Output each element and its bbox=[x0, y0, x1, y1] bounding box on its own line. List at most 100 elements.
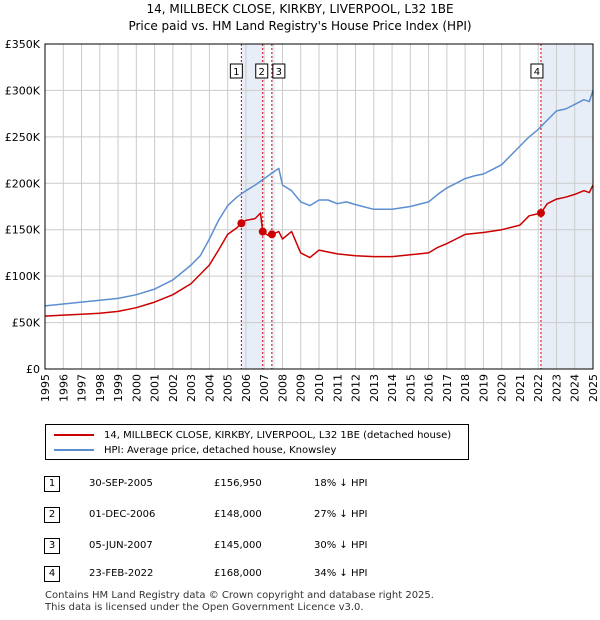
transaction-price: £156,950 bbox=[214, 478, 262, 489]
x-tick-label: 2017 bbox=[441, 374, 454, 402]
transaction-row: 1 30-SEP-2005 £156,950 18% ↓ HPI bbox=[0, 476, 600, 494]
sale-marker-dot bbox=[258, 227, 267, 236]
x-tick-label: 2002 bbox=[167, 374, 180, 402]
marker-label: 1 bbox=[229, 63, 243, 79]
x-tick-label: 2009 bbox=[295, 374, 308, 402]
x-tick-label: 2016 bbox=[423, 374, 436, 402]
transaction-number: 2 bbox=[44, 507, 60, 523]
transaction-row: 4 23-FEB-2022 £168,000 34% ↓ HPI bbox=[0, 566, 600, 584]
sale-marker-dot bbox=[536, 209, 545, 217]
transaction-hpi-diff: 30% ↓ HPI bbox=[314, 540, 368, 551]
transaction-hpi-diff: 27% ↓ HPI bbox=[314, 509, 368, 520]
chart-title: 14, MILLBECK CLOSE, KIRKBY, LIVERPOOL, L… bbox=[146, 2, 454, 16]
transaction-hpi-diff: 34% ↓ HPI bbox=[314, 568, 368, 579]
series-lines bbox=[44, 90, 594, 317]
transaction-date: 23-FEB-2022 bbox=[89, 568, 154, 579]
marker-lines bbox=[240, 44, 542, 369]
transaction-hpi-diff: 18% ↓ HPI bbox=[314, 478, 368, 489]
marker-label-box bbox=[272, 63, 286, 79]
legend-swatch-property bbox=[54, 434, 94, 436]
legend-item-hpi: HPI: Average price, detached house, Know… bbox=[54, 443, 336, 457]
transaction-date: 01-DEC-2006 bbox=[89, 509, 156, 520]
x-tick-label: 2003 bbox=[185, 374, 198, 402]
x-tick-label: 2014 bbox=[386, 374, 399, 402]
legend-label-hpi: HPI: Average price, detached house, Know… bbox=[104, 444, 337, 456]
y-tick-label: £150K bbox=[5, 224, 41, 237]
x-tick-label: 1995 bbox=[39, 374, 52, 402]
x-tick-label: 2022 bbox=[532, 374, 545, 402]
sale-marker-dot bbox=[237, 219, 246, 228]
x-tick-label: 1996 bbox=[57, 374, 70, 402]
transaction-row: 2 01-DEC-2006 £148,000 27% ↓ HPI bbox=[0, 507, 600, 525]
marker-label-text: 2 bbox=[259, 67, 265, 78]
transaction-number: 3 bbox=[44, 538, 60, 554]
marker-label-text: 1 bbox=[233, 67, 239, 78]
y-tick-label: £300K bbox=[5, 84, 41, 97]
marker-label-text: 4 bbox=[534, 67, 540, 78]
marker-label: 2 bbox=[255, 63, 269, 79]
legend-label-property: 14, MILLBECK CLOSE, KIRKBY, LIVERPOOL, L… bbox=[104, 429, 452, 441]
footer-licence: This data is licensed under the Open Gov… bbox=[45, 602, 364, 613]
transaction-number: 4 bbox=[44, 566, 60, 582]
x-tick-label: 2007 bbox=[258, 374, 271, 402]
marker-label-box bbox=[255, 63, 269, 79]
x-tick-label: 2015 bbox=[404, 374, 417, 402]
legend-item-property: 14, MILLBECK CLOSE, KIRKBY, LIVERPOOL, L… bbox=[54, 428, 451, 442]
sale-marker-dot bbox=[267, 230, 276, 239]
shaded-range bbox=[540, 44, 593, 369]
gridlines bbox=[44, 43, 594, 370]
marker-label-box bbox=[229, 63, 243, 79]
y-tick-label: £200K bbox=[5, 177, 41, 190]
legend-swatch-hpi bbox=[54, 449, 94, 451]
y-tick-label: £0 bbox=[26, 363, 40, 376]
shaded-range bbox=[271, 44, 275, 369]
transaction-price: £148,000 bbox=[214, 509, 262, 520]
x-tick-label: 2011 bbox=[331, 374, 344, 402]
x-tick-label: 2013 bbox=[368, 374, 381, 402]
x-tick-label: 2000 bbox=[130, 374, 143, 402]
x-tick-label: 2005 bbox=[222, 374, 235, 402]
footer-copyright: Contains HM Land Registry data © Crown c… bbox=[45, 590, 434, 601]
x-tick-label: 1999 bbox=[112, 374, 125, 402]
x-tick-label: 1997 bbox=[76, 374, 89, 402]
y-tick-label: £350K bbox=[5, 38, 41, 51]
shaded-range bbox=[241, 44, 263, 369]
x-tick-label: 2001 bbox=[149, 374, 162, 402]
x-tick-label: 2023 bbox=[550, 374, 563, 402]
footer: Contains HM Land Registry data © Crown c… bbox=[45, 590, 434, 614]
plot-frame bbox=[44, 43, 594, 370]
x-tick-label: 2012 bbox=[350, 374, 363, 402]
transaction-date: 05-JUN-2007 bbox=[89, 540, 153, 551]
transaction-row: 3 05-JUN-2007 £145,000 30% ↓ HPI bbox=[0, 538, 600, 556]
x-tick-label: 2010 bbox=[313, 374, 326, 402]
marker-label-box bbox=[530, 63, 544, 79]
y-tick-label: £250K bbox=[5, 131, 41, 144]
legend: 14, MILLBECK CLOSE, KIRKBY, LIVERPOOL, L… bbox=[45, 424, 469, 460]
x-tick-label: 2018 bbox=[459, 374, 472, 402]
transaction-number: 1 bbox=[44, 476, 60, 492]
x-tick-label: 2004 bbox=[203, 374, 216, 402]
chart-subtitle: Price paid vs. HM Land Registry's House … bbox=[128, 19, 472, 33]
x-tick-label: 2025 bbox=[587, 374, 600, 402]
transaction-date: 30-SEP-2005 bbox=[89, 478, 153, 489]
y-tick-label: £50K bbox=[12, 317, 41, 330]
x-tick-label: 2021 bbox=[514, 374, 527, 402]
axes: £0 £50K £100K £150K £200K £250K £300K £350K 1995… bbox=[5, 38, 600, 402]
x-tick-label: 2020 bbox=[496, 374, 509, 402]
marker-dots bbox=[237, 209, 545, 239]
x-tick-label: 2024 bbox=[569, 374, 582, 402]
marker-label-text: 3 bbox=[276, 67, 282, 78]
property-price-line bbox=[44, 184, 594, 317]
shaded-ranges bbox=[241, 44, 593, 369]
marker-label: 3 bbox=[272, 63, 286, 79]
transaction-price: £168,000 bbox=[214, 568, 262, 579]
x-tick-label: 1998 bbox=[94, 374, 107, 402]
transaction-price: £145,000 bbox=[214, 540, 262, 551]
x-tick-label: 2006 bbox=[240, 374, 253, 402]
marker-label: 4 bbox=[530, 63, 544, 79]
x-tick-label: 2008 bbox=[276, 374, 289, 402]
hpi-line bbox=[44, 90, 594, 307]
y-tick-label: £100K bbox=[5, 270, 41, 283]
